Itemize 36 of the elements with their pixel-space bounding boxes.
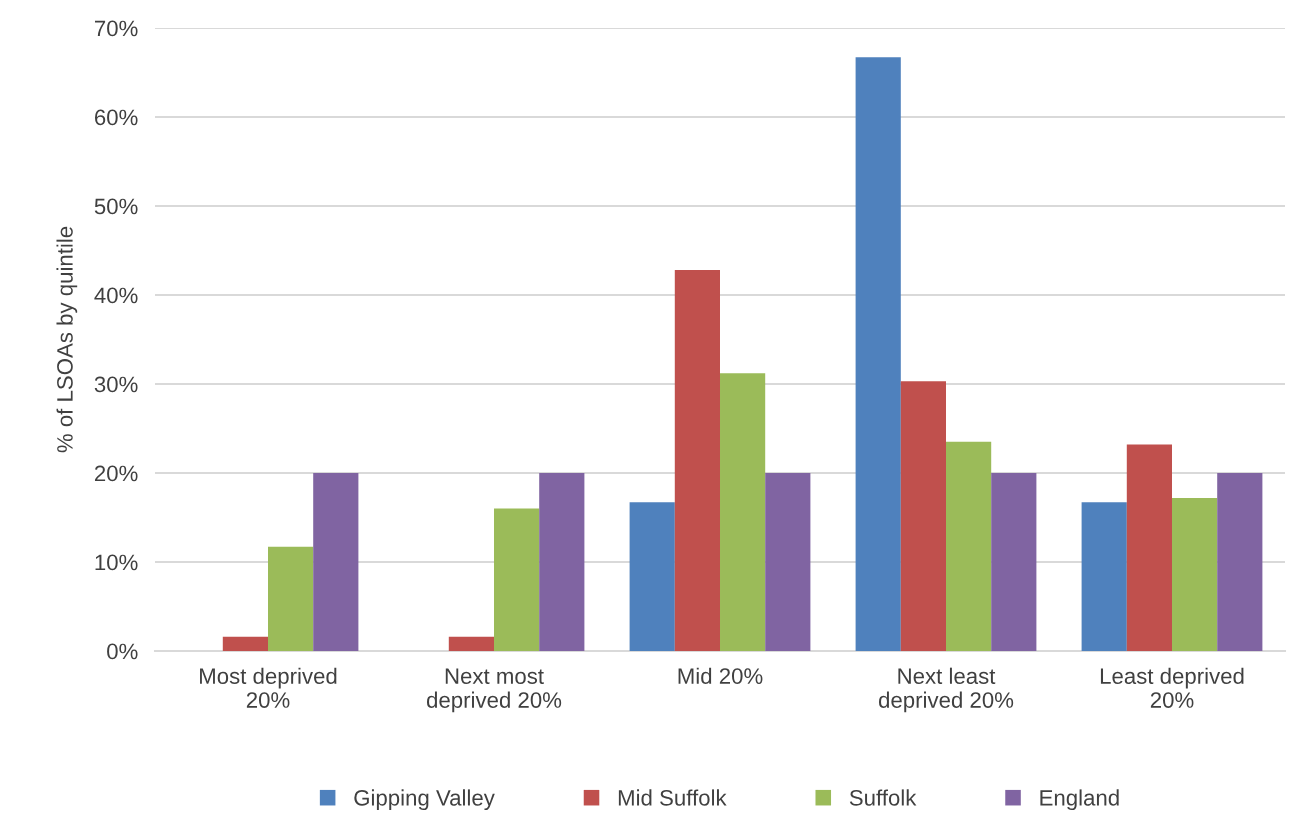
legend-label: England — [1040, 789, 1119, 811]
bar — [268, 546, 314, 651]
x-tick-label: Most deprived 20% — [200, 667, 337, 708]
y-tick-label: 10% — [95, 554, 138, 571]
x-tick-label: Least deprived 20% — [1100, 667, 1244, 708]
bar — [313, 473, 359, 651]
x-tick-label: Next least deprived 20% — [878, 667, 1014, 713]
y-tick-label: 70% — [95, 20, 138, 37]
legend-label: Suffolk — [849, 789, 917, 806]
bar — [991, 473, 1037, 651]
bar — [855, 57, 901, 651]
bar — [674, 270, 720, 651]
y-axis-title: % of LSOAs by quintile — [56, 226, 78, 453]
bar — [1172, 497, 1218, 651]
bar — [629, 502, 675, 651]
bar — [222, 636, 268, 651]
y-tick-label: 20% — [94, 465, 138, 482]
x-tick-label: Next most deprived 20% — [426, 668, 562, 713]
y-tick-label: 30% — [94, 376, 138, 393]
bar — [900, 381, 946, 651]
legend-label: Mid Suffolk — [618, 789, 727, 806]
bar — [720, 373, 766, 651]
bar — [539, 473, 585, 651]
bar — [1081, 502, 1127, 651]
bar — [494, 508, 540, 651]
bar — [765, 473, 811, 651]
bar — [1126, 444, 1172, 651]
bar — [448, 636, 494, 651]
y-tick-label: 40% — [94, 287, 138, 304]
bar — [946, 441, 992, 651]
legend-label: Gipping Valley — [354, 789, 495, 811]
x-tick-label: Mid 20% — [678, 667, 763, 684]
y-tick-label: 60% — [94, 109, 138, 126]
bar — [1217, 473, 1263, 651]
y-tick-label: 50% — [94, 198, 138, 215]
y-tick-label: 0% — [107, 643, 138, 660]
